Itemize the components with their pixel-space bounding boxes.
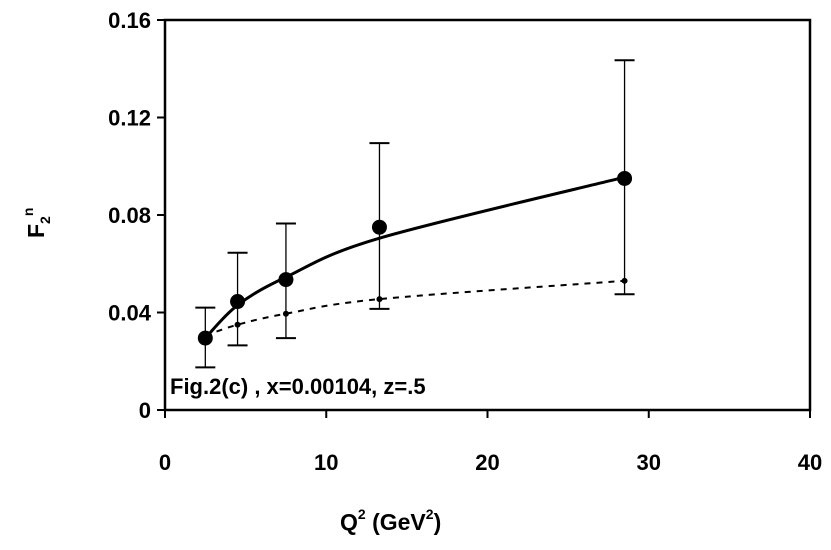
y-axis-title-sup: n	[20, 208, 36, 217]
data-point	[278, 272, 294, 288]
y-tick-label: 0.04	[108, 301, 152, 326]
y-tick-label: 0	[139, 398, 151, 423]
x-tick-label: 40	[798, 450, 822, 475]
series-lines	[202, 175, 628, 340]
y-tick-label: 0.16	[108, 8, 151, 33]
data-point	[197, 330, 213, 346]
data-points	[197, 170, 633, 346]
x-tick-label: 10	[314, 450, 338, 475]
data-point	[617, 170, 633, 186]
error-bars	[195, 59, 635, 369]
x-tick-label: 20	[475, 450, 499, 475]
series-line-dashed	[204, 279, 625, 337]
data-point	[371, 219, 387, 235]
x-axis-title-base: Q	[340, 509, 358, 535]
y-tick-label: 0.12	[108, 106, 151, 131]
x-axis-title-unit-sup: 2	[426, 506, 434, 522]
y-axis-title-base: F	[23, 224, 49, 238]
x-axis-title: Q2 (GeV2)	[340, 506, 441, 535]
chart-annotation: Fig.2(c) , x=0.00104, z=.5	[170, 374, 426, 399]
series-line-solid	[204, 175, 625, 340]
x-axis-title-sup: 2	[358, 506, 366, 522]
x-axis-ticks: 0 10 20 30 40	[159, 410, 822, 475]
x-tick-label: 30	[637, 450, 661, 475]
y-axis-title: F2n	[20, 208, 53, 238]
x-axis-title-unit-close: )	[434, 509, 442, 535]
y-tick-label: 0.08	[108, 203, 151, 228]
x-tick-label: 0	[159, 450, 171, 475]
data-point	[230, 294, 246, 310]
y-axis-ticks: 0 0.04 0.08 0.12 0.16	[108, 8, 165, 423]
plot-area-frame	[163, 18, 812, 412]
y-axis-title-sub: 2	[37, 216, 53, 224]
x-axis-title-unit-open: (GeV	[366, 509, 427, 535]
